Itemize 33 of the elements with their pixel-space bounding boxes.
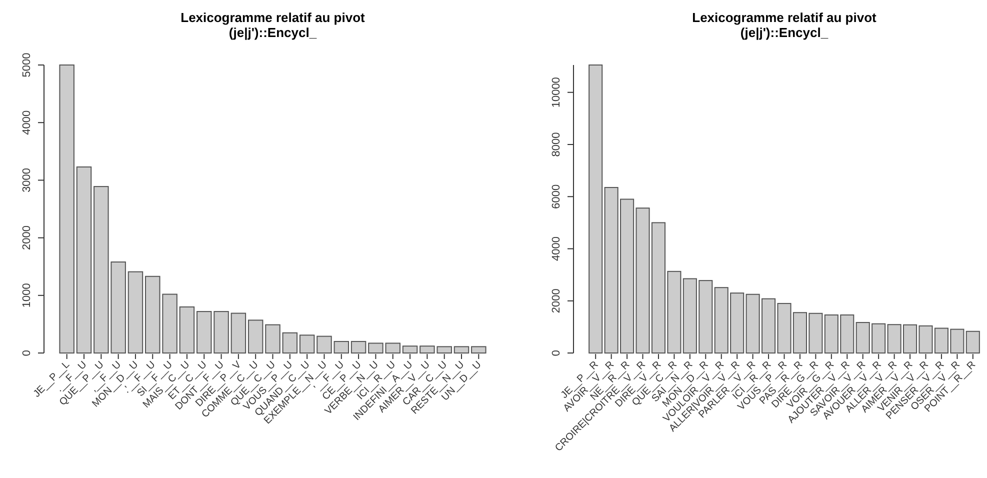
bar: [316, 336, 332, 354]
bar: [282, 332, 298, 354]
chart-title: Lexicogramme relatif au pivot (je|j')::Encycl_: [692, 10, 878, 40]
bar: [966, 330, 980, 354]
bar: [248, 320, 264, 354]
bar: [230, 312, 246, 354]
y-tick-label: 2000: [550, 288, 562, 314]
bar: [76, 166, 92, 354]
y-tick-label: 0: [550, 350, 562, 356]
bar: [59, 64, 74, 354]
bar: [454, 346, 470, 354]
y-tick-label: 4000: [550, 236, 562, 261]
bar: [128, 271, 144, 354]
bar: [402, 346, 418, 354]
bar: [334, 340, 350, 354]
bar: [471, 346, 486, 354]
chart-title: Lexicogramme relatif au pivot (je|j')::Encycl_: [180, 10, 366, 40]
y-tick-label: 1000: [21, 283, 33, 308]
y-tick-label: 8000: [550, 132, 562, 157]
y-tick-label: 3000: [21, 168, 33, 192]
bar: [214, 311, 229, 354]
y-tick-label: 2000: [21, 226, 33, 250]
bar: [588, 64, 603, 354]
y-tick-label: 4000: [21, 110, 33, 135]
bar: [265, 324, 280, 354]
y-tick-label: 10000: [550, 77, 562, 108]
bar: [179, 306, 195, 354]
y-tick-label: 5000: [21, 52, 33, 78]
y-tick-label: 6000: [550, 184, 562, 209]
y-tick-label: 0: [21, 350, 33, 356]
bar: [350, 340, 366, 354]
bar: [196, 311, 212, 354]
bar: [299, 334, 315, 354]
